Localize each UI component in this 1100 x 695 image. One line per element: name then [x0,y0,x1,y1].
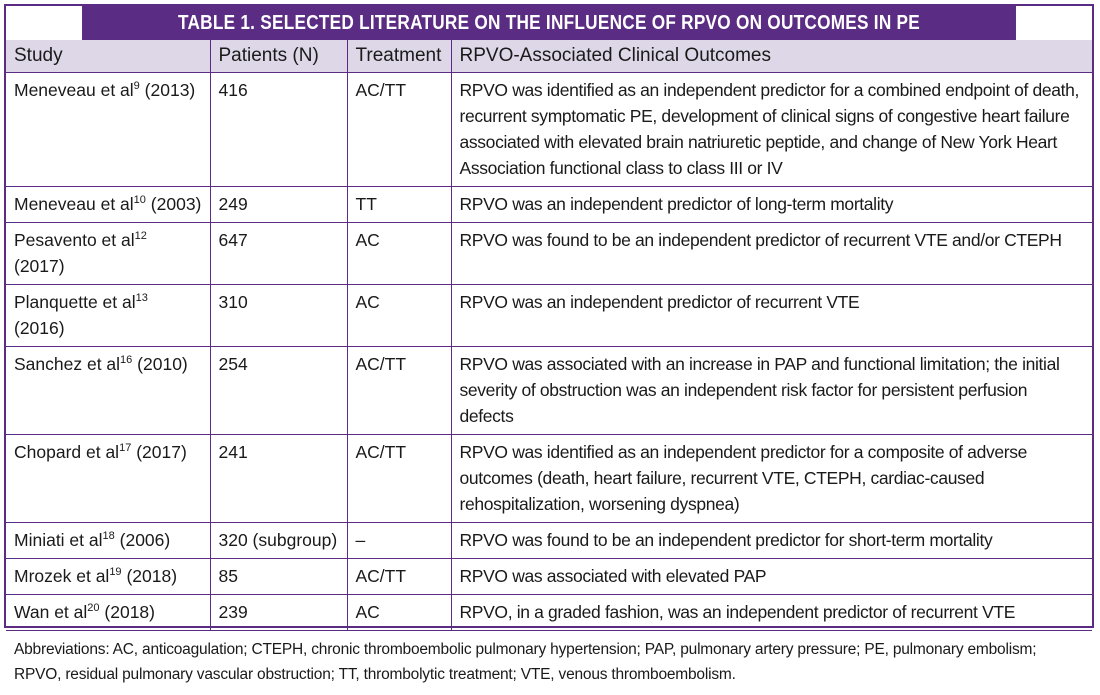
table-row: Mrozek et al19 (2018) 85 AC/TT RPVO was ass… [6,558,1092,595]
treatment-cell: – [347,522,452,559]
outcome-cell: RPVO was identified as an independent pr… [451,72,1092,187]
reference-number: 9 [133,80,140,93]
study-cell: Wan et al20 (2018) [6,594,211,631]
outcome-cell: RPVO, in a graded fashion, was an indepe… [451,594,1092,631]
study-author: Mrozek et al [14,566,110,586]
table-row: Meneveau et al10 (2003) 249 TT RPVO was an … [6,186,1092,223]
outcome-cell: RPVO was found to be an independent pred… [451,222,1092,285]
study-year: (2017) [136,442,187,462]
header-row: Study Patients (N) Treatment RPVO-Associ… [6,40,1092,73]
patients-cell: 241 [210,434,348,523]
study-year: (2006) [119,530,171,550]
reference-number: 17 [119,442,132,455]
study-author: Planquette et al [14,292,136,312]
table-frame: TABLE 1. SELECTED LITERATURE ON THE INFL… [4,4,1094,683]
study-year: (2017) [14,256,65,276]
study-cell: Sanchez et al16 (2010) [6,346,211,435]
outcome-cell: RPVO was an independent predictor of lon… [451,186,1092,223]
reference-number: 18 [102,530,115,543]
study-year: (2018) [104,602,155,622]
table-row: Wan et al20 (2018) 239 AC RPVO, in a graded… [6,594,1092,631]
outcome-cell: RPVO was associated with elevated PAP [451,558,1092,595]
patients-cell: 254 [210,346,348,435]
table-body: Meneveau et al9 (2013) 416 AC/TT RPVO was i… [6,72,1092,631]
outcome-cell: RPVO was an independent predictor of rec… [451,284,1092,347]
study-cell: Meneveau et al9 (2013) [6,72,211,187]
study-cell: Mrozek et al19 (2018) [6,558,211,595]
table-row: Meneveau et al9 (2013) 416 AC/TT RPVO was i… [6,72,1092,187]
table-row: Pesavento et al12 (2017) 647 AC RPVO was fo… [6,222,1092,285]
abbreviations-footnote: Abbreviations: AC, anticoagulation; CTEP… [14,641,1037,683]
outcome-cell: RPVO was found to be an independent pred… [451,522,1092,559]
treatment-cell: AC [347,594,452,631]
treatment-cell: AC [347,222,452,285]
study-year: (2018) [126,566,178,586]
treatment-cell: AC/TT [347,72,452,187]
study-author: Meneveau et al [14,194,134,214]
study-cell: Miniati et al18 (2006) [6,522,211,559]
study-year: (2016) [14,318,65,338]
table-row: Miniati et al18 (2006) 320 (subgroup) – RPV… [6,522,1092,559]
treatment-cell: AC/TT [347,558,452,595]
study-year: (2013) [144,80,196,100]
table-title: TABLE 1. SELECTED LITERATURE ON THE INFL… [82,6,1016,40]
table-row: Chopard et al17 (2017) 241 AC/TT RPVO was i… [6,434,1092,523]
header-treatment: Treatment [347,40,452,73]
reference-number: 16 [120,354,133,367]
header-outcomes: RPVO-Associated Clinical Outcomes [451,40,1092,73]
table-row: Sanchez et al16 (2010) 254 AC/TT RPVO was a… [6,346,1092,435]
treatment-cell: AC/TT [347,346,452,435]
patients-cell: 320 (subgroup) [210,522,348,559]
study-year: (2003) [150,194,202,214]
study-author: Pesavento et al [14,230,135,250]
study-author: Chopard et al [14,442,120,462]
study-author: Sanchez et al [14,354,121,374]
study-cell: Pesavento et al12 (2017) [6,222,211,285]
study-author: Miniati et al [14,530,103,550]
reference-number: 13 [135,292,148,305]
reference-number: 20 [87,602,100,615]
reference-number: 10 [133,194,146,207]
study-year: (2010) [137,354,188,374]
header-patients: Patients (N) [210,40,348,73]
study-cell: Chopard et al17 (2017) [6,434,211,523]
study-author: Wan et al [14,602,88,622]
reference-number: 12 [134,230,147,243]
treatment-cell: TT [347,186,452,223]
study-author: Meneveau et al [14,80,134,100]
header-study: Study [6,40,211,73]
patients-cell: 647 [210,222,348,285]
outcome-cell: RPVO was associated with an increase in … [451,346,1092,435]
table-row: Planquette et al13 (2016) 310 AC RPVO was a… [6,284,1092,347]
patients-cell: 249 [210,186,348,223]
patients-cell: 310 [210,284,348,347]
outcome-cell: RPVO was identified as an independent pr… [451,434,1092,523]
patients-cell: 239 [210,594,348,631]
patients-cell: 416 [210,72,348,187]
study-cell: Meneveau et al10 (2003) [6,186,211,223]
reference-number: 19 [109,566,122,579]
literature-table: Study Patients (N) Treatment RPVO-Associ… [6,40,1092,631]
patients-cell: 85 [210,558,348,595]
study-cell: Planquette et al13 (2016) [6,284,211,347]
treatment-cell: AC [347,284,452,347]
treatment-cell: AC/TT [347,434,452,523]
